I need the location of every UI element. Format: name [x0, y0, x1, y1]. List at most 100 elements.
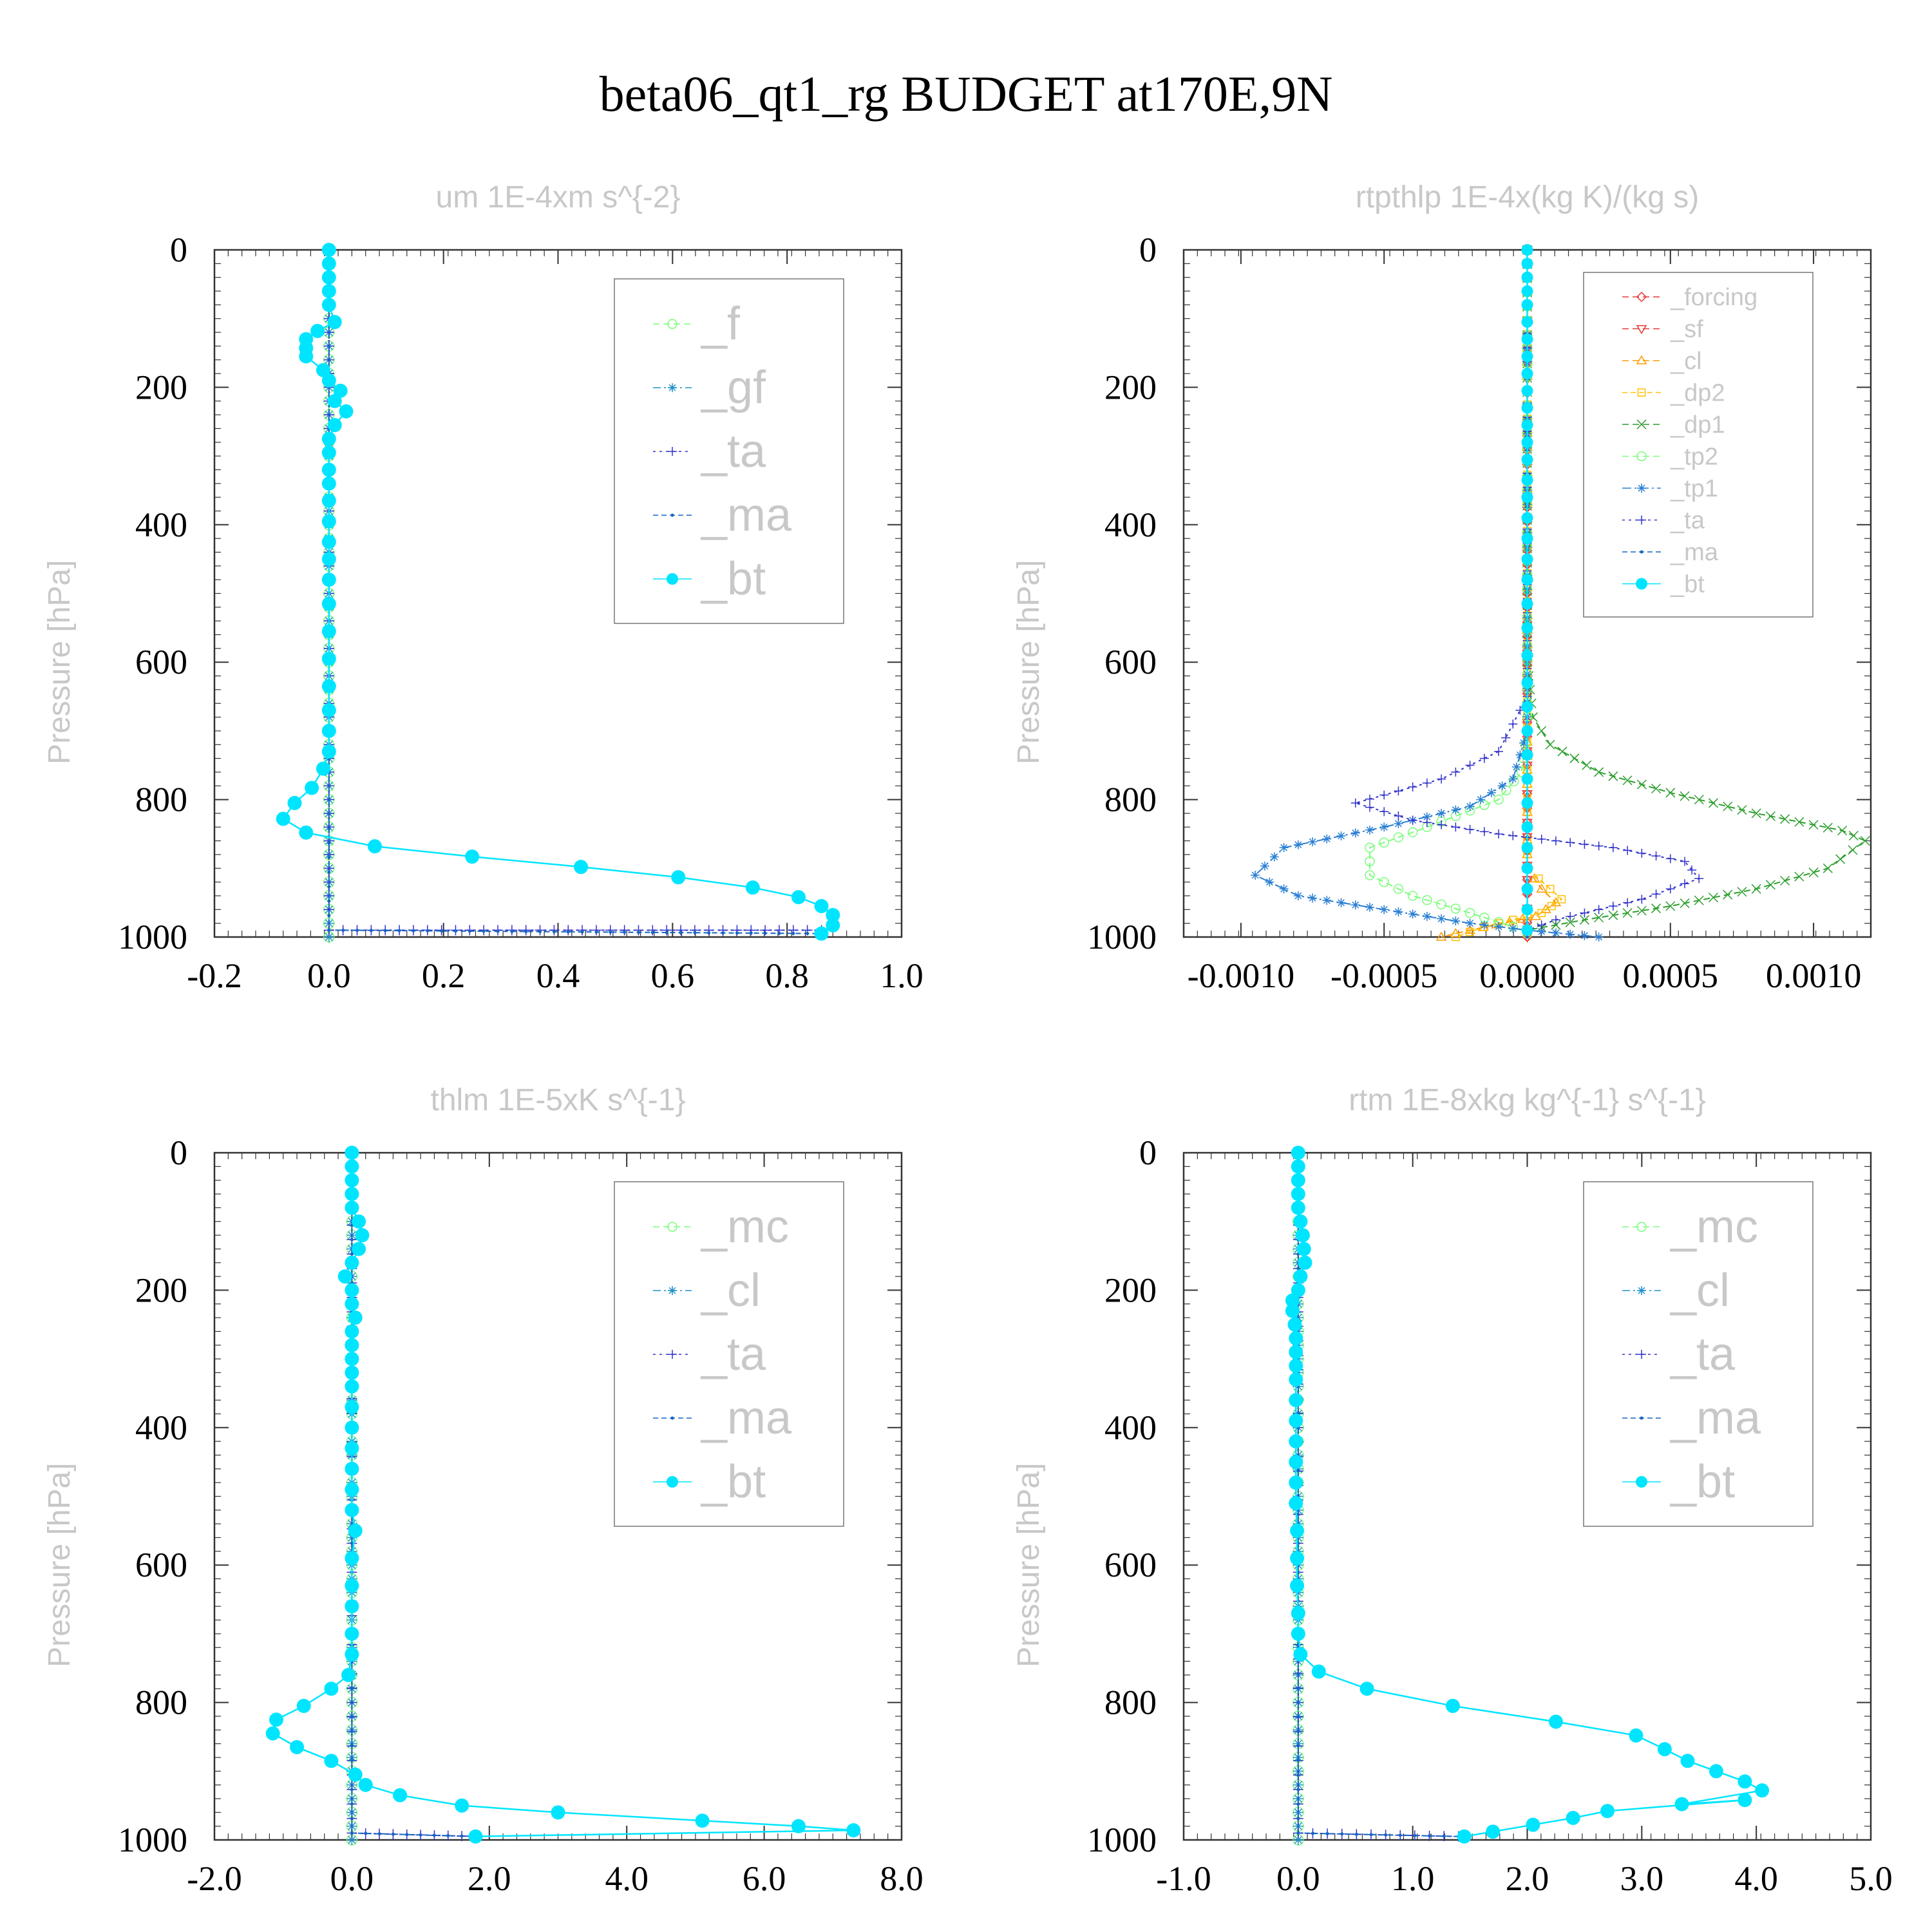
- data-point: [1296, 1730, 1300, 1734]
- data-point: [265, 1726, 280, 1741]
- data-point: [1751, 808, 1761, 819]
- data-point: [1365, 794, 1374, 804]
- data-point: [551, 1805, 565, 1820]
- data-point: [791, 890, 806, 905]
- data-point: [1521, 749, 1533, 761]
- data-point: [1508, 719, 1518, 729]
- data-point: [350, 1542, 354, 1546]
- series-bt: [1521, 244, 1533, 936]
- data-point: [310, 323, 325, 338]
- data-point: [552, 930, 556, 934]
- data-point: [1651, 851, 1661, 861]
- x-tick-label: 0.0000: [1479, 956, 1575, 995]
- y-tick-label: 200: [1104, 368, 1157, 406]
- data-point: [1557, 895, 1566, 904]
- data-point: [1265, 877, 1274, 887]
- data-point: [352, 1214, 366, 1229]
- data-point: [1293, 1214, 1308, 1229]
- data-point: [1674, 1797, 1689, 1812]
- data-point: [1537, 920, 1546, 930]
- data-point: [1837, 826, 1848, 836]
- data-point: [327, 870, 331, 874]
- data-point: [1340, 1832, 1344, 1836]
- data-point: [1291, 1283, 1305, 1298]
- data-point: [1694, 795, 1704, 805]
- data-point: [1289, 1393, 1303, 1408]
- data-point: [636, 931, 640, 934]
- data-point: [1665, 788, 1676, 798]
- data-point: [1636, 905, 1647, 916]
- data-point: [1293, 1807, 1303, 1818]
- data-point: [321, 744, 336, 759]
- data-point: [391, 1832, 395, 1836]
- data-point: [1325, 1832, 1329, 1835]
- data-point: [1694, 874, 1704, 884]
- legend-swatch-marker: [1636, 578, 1647, 590]
- data-point: [1521, 402, 1533, 414]
- legend-swatch-marker: [1637, 484, 1646, 493]
- data-point: [1794, 817, 1804, 827]
- data-point: [1537, 927, 1546, 936]
- data-point: [269, 1712, 284, 1727]
- data-point: [345, 1502, 359, 1517]
- data-point: [1534, 874, 1543, 883]
- x-tick-label: 0.0010: [1766, 956, 1862, 995]
- data-point: [1566, 929, 1575, 939]
- data-point: [1823, 822, 1833, 833]
- data-point: [1384, 1833, 1388, 1837]
- legend-entry-label: _cl: [700, 1265, 761, 1316]
- data-point: [1515, 750, 1525, 760]
- data-point: [1651, 889, 1661, 899]
- data-point: [345, 1626, 359, 1641]
- legend-entry-label: _ma: [1669, 1392, 1761, 1444]
- legend-swatch-marker: [1636, 291, 1647, 303]
- data-point: [1738, 1774, 1752, 1789]
- data-point: [327, 841, 331, 845]
- y-tick-label: 0: [170, 231, 187, 269]
- x-tick-label: 4.0: [605, 1859, 649, 1898]
- data-point: [348, 1767, 363, 1782]
- data-point: [321, 679, 336, 694]
- data-point: [806, 932, 810, 936]
- data-point: [1291, 1626, 1305, 1641]
- data-point: [1493, 794, 1504, 805]
- data-point: [1289, 1434, 1303, 1449]
- data-point: [1291, 1173, 1305, 1188]
- data-point: [1521, 244, 1533, 256]
- data-point: [345, 1420, 359, 1435]
- legend-entry-label: _ma: [700, 1392, 792, 1444]
- y-tick-label: 800: [135, 781, 187, 819]
- y-tick-label: 400: [1104, 506, 1157, 544]
- y-tick-label: 800: [1104, 781, 1157, 819]
- data-point: [321, 723, 336, 738]
- data-point: [1521, 677, 1533, 689]
- data-point: [1464, 907, 1475, 918]
- data-point: [369, 929, 373, 933]
- legend-entry-label: _mc: [700, 1201, 789, 1253]
- data-point: [814, 926, 829, 941]
- data-point: [345, 1599, 359, 1614]
- data-point: [460, 1834, 464, 1838]
- legend-swatch-marker: [1636, 355, 1647, 365]
- x-tick-label: 0.0: [330, 1859, 374, 1898]
- y-tick-label: 600: [135, 643, 187, 681]
- data-point: [1521, 904, 1533, 916]
- data-point: [1287, 1317, 1302, 1332]
- data-point: [1442, 1834, 1446, 1838]
- x-tick-label: 0.2: [422, 956, 466, 995]
- data-point: [287, 795, 302, 810]
- data-point: [1521, 621, 1533, 634]
- data-point: [814, 898, 829, 913]
- data-point: [1293, 891, 1303, 900]
- data-point: [397, 929, 401, 933]
- data-point: [1437, 820, 1446, 829]
- data-point: [1608, 910, 1618, 920]
- data-point: [1359, 1681, 1374, 1696]
- data-point: [1665, 854, 1675, 864]
- data-point: [1548, 1714, 1563, 1729]
- data-point: [1296, 1759, 1300, 1763]
- data-point: [341, 1667, 356, 1682]
- data-point: [350, 1788, 354, 1792]
- y-axis-label: Pressure [hPa]: [1012, 1463, 1046, 1667]
- data-point: [1580, 908, 1589, 918]
